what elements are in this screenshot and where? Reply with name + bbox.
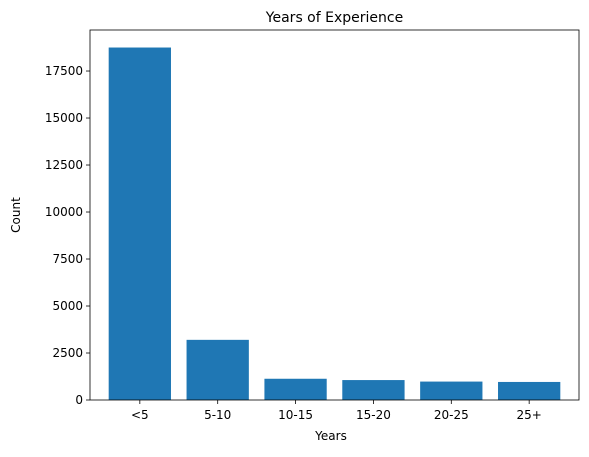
y-tick-label: 12500 (45, 158, 83, 172)
x-tick-label: <5 (131, 408, 149, 422)
x-tick-label: 10-15 (278, 408, 313, 422)
y-tick-label: 7500 (52, 252, 83, 266)
bars-group (108, 47, 561, 401)
y-tick-label: 5000 (52, 299, 83, 313)
x-tick-label: 25+ (517, 408, 542, 422)
bar-4 (420, 381, 483, 400)
chart-title: Years of Experience (265, 10, 403, 26)
x-axis-label: Years (314, 429, 347, 443)
x-tick-label: 5-10 (204, 408, 231, 422)
y-tick-label: 10000 (45, 205, 83, 219)
y-axis-ticks: 0 2500 5000 7500 10000 12500 15000 17500 (45, 64, 90, 407)
bar-2 (264, 378, 327, 400)
x-tick-label: 20-25 (434, 408, 469, 422)
bar-3 (342, 380, 405, 400)
x-tick-label: 15-20 (356, 408, 391, 422)
y-axis-label: Count (9, 197, 23, 233)
bar-0 (108, 47, 171, 401)
plot-background (90, 30, 579, 400)
bar-1 (186, 339, 249, 400)
y-tick-label: 0 (75, 393, 83, 407)
plot-frame (89, 29, 580, 401)
x-axis-ticks: <5 5-10 10-15 15-20 20-25 25+ (131, 400, 542, 422)
y-tick-label: 17500 (45, 64, 83, 78)
y-tick-label: 2500 (52, 346, 83, 360)
y-tick-label: 15000 (45, 111, 83, 125)
bar-5 (498, 381, 561, 400)
